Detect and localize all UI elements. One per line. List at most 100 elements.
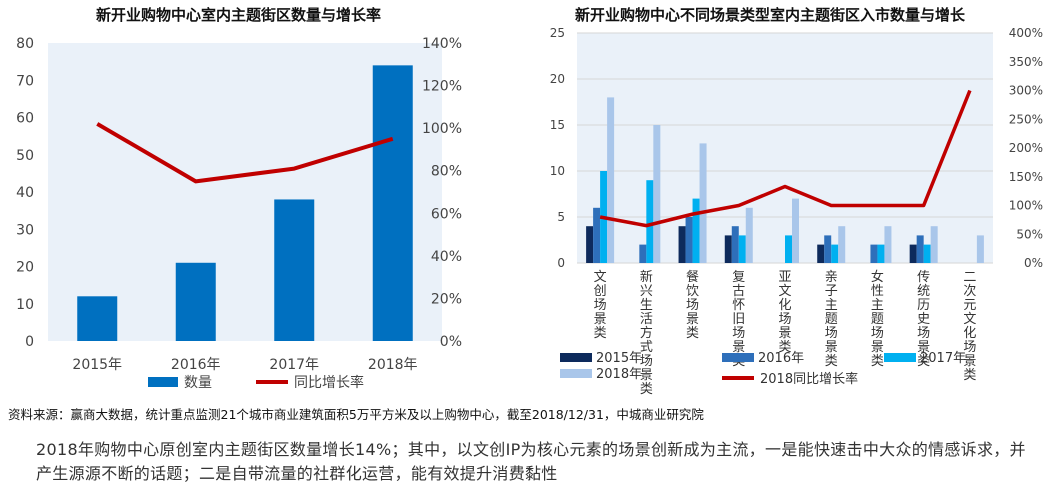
x-tick-label: 新 bbox=[640, 269, 653, 285]
source-note: 资料来源：赢商大数据，统计重点监测21个城市商业建筑面积5万平方米及以上购物中心… bbox=[8, 407, 704, 422]
bar-quantity bbox=[274, 199, 315, 341]
x-tick-label: 文 bbox=[594, 270, 607, 285]
x-tick-label: 2017年 bbox=[269, 357, 319, 373]
x-tick-label: 类 bbox=[871, 354, 884, 369]
plot-background bbox=[577, 33, 993, 263]
y2-tick-label: 60% bbox=[431, 206, 462, 222]
x-tick-label: 史 bbox=[917, 312, 930, 327]
y-tick-label: 80 bbox=[16, 36, 34, 52]
y-tick-label: 15 bbox=[550, 118, 565, 132]
legend-swatch-quantity bbox=[148, 377, 178, 387]
y2-tick-label: 0% bbox=[440, 334, 462, 350]
x-tick-label: 亲 bbox=[825, 270, 838, 285]
y-tick-label: 0 bbox=[557, 256, 565, 270]
x-tick-label: 场 bbox=[778, 312, 791, 327]
x-tick-label: 化 bbox=[963, 326, 976, 341]
y2-tick-label: 100% bbox=[1009, 199, 1043, 213]
x-tick-label: 景 bbox=[640, 368, 653, 383]
bar-2015年 bbox=[678, 226, 686, 263]
x-tick-label: 类 bbox=[594, 326, 607, 341]
legend-swatch-2018年 bbox=[560, 369, 592, 378]
x-tick-label: 场 bbox=[686, 298, 699, 313]
legend-label-2018年: 2018年 bbox=[596, 367, 642, 382]
x-tick-label: 2015年 bbox=[72, 357, 122, 373]
y-tick-label: 30 bbox=[16, 222, 34, 238]
x-tick-label: 主 bbox=[871, 298, 884, 313]
growth-rate-line bbox=[96, 122, 394, 184]
bar-2018年 bbox=[792, 198, 799, 263]
x-tick-label: 景 bbox=[686, 312, 699, 327]
y-tick-label: 5 bbox=[557, 210, 565, 224]
bar-2017年 bbox=[785, 235, 792, 263]
chart2-title: 新开业购物中心不同场景类型室内主题街区入市数量与增长 bbox=[575, 6, 966, 24]
x-tick-label: 怀 bbox=[732, 298, 745, 313]
legend-label-2015年: 2015年 bbox=[596, 351, 642, 366]
x-tick-label: 类 bbox=[686, 326, 699, 341]
y2-tick-label: 100% bbox=[422, 121, 462, 137]
y-tick-label: 10 bbox=[550, 164, 565, 178]
x-tick-label: 性 bbox=[871, 284, 884, 299]
x-tick-label: 亚 bbox=[778, 270, 791, 285]
bar-2016年 bbox=[870, 244, 878, 263]
x-tick-label: 历 bbox=[917, 298, 930, 313]
x-tick-label: 元 bbox=[963, 298, 976, 313]
y-tick-label: 20 bbox=[550, 72, 565, 86]
bar-2015年 bbox=[724, 235, 732, 263]
y2-tick-label: 200% bbox=[1009, 141, 1043, 155]
x-tick-label: 景 bbox=[963, 354, 976, 369]
bar-2018年 bbox=[653, 125, 661, 263]
summary-text: 2018年购物中心原创室内主题街区数量增长14%；其中，以文创IP为核心元素的场… bbox=[36, 440, 1026, 483]
x-tick-label: 类 bbox=[963, 368, 976, 383]
x-tick-label: 女 bbox=[871, 269, 884, 285]
bar-2016年 bbox=[593, 207, 601, 263]
x-tick-label: 生 bbox=[640, 298, 653, 313]
x-tick-label: 类 bbox=[778, 340, 791, 355]
bar-2015年 bbox=[909, 244, 917, 263]
bar-2017年 bbox=[738, 235, 746, 263]
legend-label-growth: 2018同比增长率 bbox=[760, 371, 858, 387]
chart1-title: 新开业购物中心室内主题街区数量与增长率 bbox=[96, 6, 382, 24]
y2-tick-label: 350% bbox=[1009, 55, 1043, 69]
bar-2018年 bbox=[745, 207, 753, 263]
x-tick-label: 旧 bbox=[732, 312, 745, 327]
y-tick-label: 50 bbox=[16, 148, 34, 164]
y-tick-label: 25 bbox=[550, 26, 565, 40]
x-tick-label: 类 bbox=[640, 382, 653, 397]
x-tick-label: 2016年 bbox=[171, 357, 221, 373]
x-tick-label: 题 bbox=[871, 312, 884, 327]
x-tick-label: 场 bbox=[825, 326, 838, 341]
bar-2016年 bbox=[916, 235, 924, 263]
x-tick-label: 景 bbox=[778, 326, 791, 341]
x-tick-label: 饮 bbox=[686, 284, 699, 299]
bar-2018年 bbox=[607, 97, 615, 264]
bar-2017年 bbox=[877, 244, 885, 263]
bar-2018年 bbox=[838, 226, 846, 263]
y-tick-label: 10 bbox=[16, 297, 34, 313]
y2-tick-label: 250% bbox=[1009, 112, 1043, 126]
bar-2015年 bbox=[586, 226, 594, 263]
y2-tick-label: 80% bbox=[431, 164, 462, 180]
x-tick-label: 复 bbox=[732, 270, 745, 285]
y2-tick-label: 120% bbox=[422, 79, 462, 95]
x-tick-label: 景 bbox=[594, 312, 607, 327]
x-tick-label: 子 bbox=[825, 284, 838, 299]
x-tick-label: 场 bbox=[871, 326, 884, 341]
y2-tick-label: 300% bbox=[1009, 84, 1043, 98]
x-tick-label: 二 bbox=[963, 270, 976, 285]
bar-2015年 bbox=[817, 244, 825, 263]
legend-label-2016年: 2016年 bbox=[758, 351, 804, 366]
bar-2018年 bbox=[884, 226, 892, 263]
x-tick-label: 场 bbox=[963, 340, 976, 355]
bar-2018年 bbox=[976, 235, 984, 263]
bar-2016年 bbox=[824, 235, 832, 263]
y-tick-label: 40 bbox=[16, 185, 34, 201]
y-tick-label: 0 bbox=[25, 334, 34, 350]
x-tick-label: 类 bbox=[917, 354, 930, 369]
y2-tick-label: 40% bbox=[431, 249, 462, 265]
legend-swatch-2015年 bbox=[560, 353, 592, 362]
y2-tick-label: 140% bbox=[422, 36, 462, 52]
bar-2016年 bbox=[685, 217, 693, 263]
y2-tick-label: 50% bbox=[1016, 227, 1043, 241]
x-tick-label: 方 bbox=[640, 325, 653, 341]
x-tick-label: 文 bbox=[778, 284, 791, 299]
